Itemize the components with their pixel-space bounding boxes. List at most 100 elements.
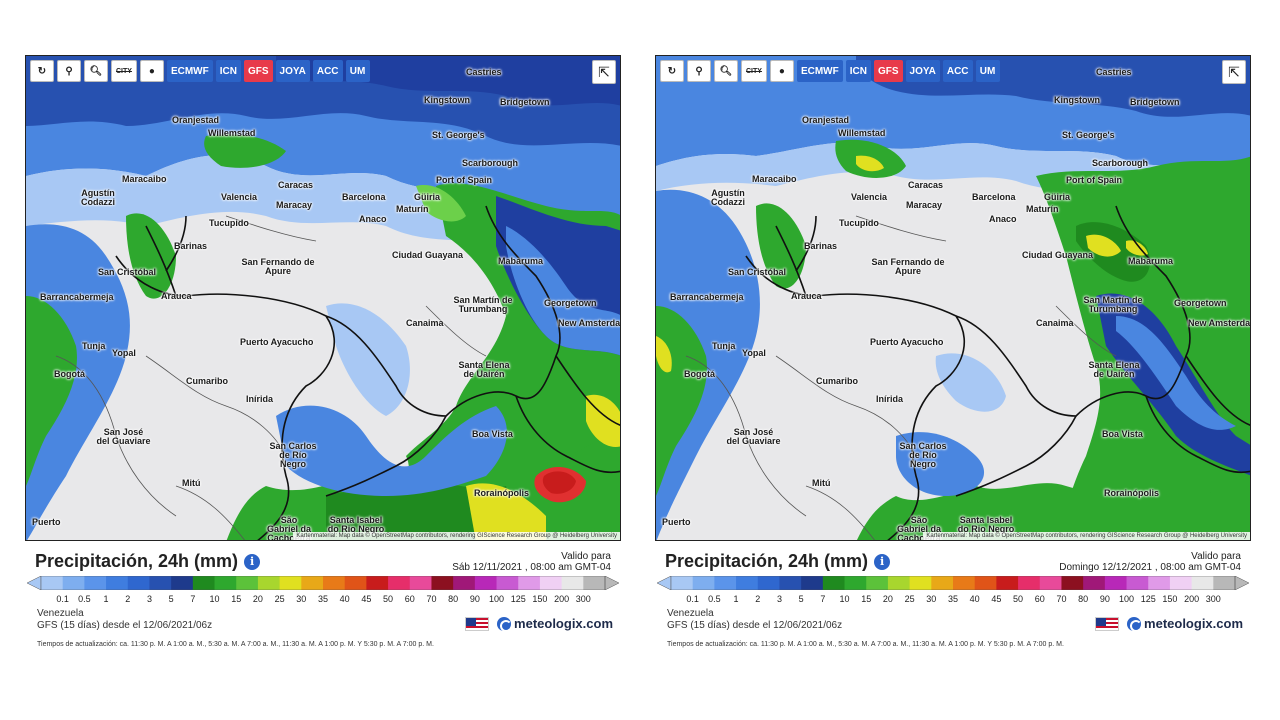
legend-swatch [192, 576, 216, 590]
region-label: Venezuela [667, 608, 714, 619]
info-icon[interactable]: i [244, 553, 261, 570]
us-flag-icon[interactable] [1095, 616, 1120, 631]
city-label: Inírida [246, 394, 274, 404]
precipitation-map[interactable] [656, 56, 1251, 541]
city-label: Scarborough [462, 158, 519, 168]
city-label: Canaima [406, 318, 444, 328]
model-icn-button[interactable]: ICN [845, 60, 871, 82]
legend-swatch [257, 576, 281, 590]
model-ecmwf-button[interactable]: ECMWF [796, 60, 843, 82]
city-label: Bogotá [684, 369, 715, 379]
meteologix-logo[interactable]: meteologix.com [497, 616, 613, 632]
city-label: Maracaibo [122, 174, 167, 184]
city-label: Tucupido [209, 218, 249, 228]
legend-tick-label: 200 [1184, 594, 1200, 604]
pin-icon[interactable]: ⚲ [57, 60, 81, 82]
dot-icon[interactable]: ● [139, 60, 164, 82]
meteologix-logo[interactable]: meteologix.com [1127, 616, 1243, 632]
region-label: Venezuela [37, 608, 84, 619]
brand[interactable]: meteologix.com [1095, 616, 1243, 632]
legend-arrow-left [26, 576, 42, 590]
map-frame[interactable]: ↻ ⚲ 🔍︎ CITY ● ECMWF ICN GFS JOYA ACC UM … [25, 55, 621, 541]
city-label: São Gabriel da Cachoeira [896, 515, 941, 541]
legend-tick-label: 45 [991, 594, 1002, 604]
legend-tick-label: 30 [926, 594, 937, 604]
city-label: Port of Spain [1066, 175, 1122, 185]
legend-tick-label: 2 [755, 594, 761, 604]
legend-swatch [1018, 576, 1041, 590]
refresh-icon[interactable]: ↻ [660, 60, 684, 82]
legend-tick-label: 20 [882, 594, 893, 604]
city-label: Maracay [276, 200, 313, 210]
zoom-icon[interactable]: 🔍︎ [84, 60, 108, 82]
model-um-button[interactable]: UM [975, 60, 1000, 82]
pin-icon[interactable]: ⚲ [687, 60, 711, 82]
city-label: Ciudad Guayana [392, 250, 464, 260]
model-joya-button[interactable]: JOYA [275, 60, 310, 82]
legend-tick-label: 10 [839, 594, 850, 604]
model-um-button[interactable]: UM [345, 60, 370, 82]
map-attribution: Kartenmaterial: Map data © OpenStreetMap… [923, 532, 1250, 540]
legend-swatch [1191, 576, 1214, 590]
panel-right: ↻ ⚲ 🔍︎ CITY ● ECMWF ICN GFS JOYA ACC UM … [655, 55, 1251, 666]
refresh-icon[interactable]: ↻ [30, 60, 54, 82]
city-toggle-button[interactable]: CITY [111, 60, 137, 82]
city-label: Port of Spain [436, 175, 492, 185]
city-toggle-button[interactable]: CITY [741, 60, 767, 82]
share-icon[interactable]: ⇱ [1222, 60, 1246, 84]
model-gfs-button[interactable]: GFS [243, 60, 273, 82]
legend-arrow-right [1234, 576, 1250, 590]
legend-swatch [1061, 576, 1084, 590]
legend-swatch [388, 576, 411, 590]
legend-swatch [714, 576, 737, 590]
city-label: Güiria [414, 192, 441, 202]
model-gfs-button[interactable]: GFS [873, 60, 903, 82]
city-label: Tunja [712, 341, 736, 351]
city-label: Tucupido [839, 218, 879, 228]
city-label: Yopal [112, 348, 136, 358]
legend-tick-label: 25 [274, 594, 285, 604]
model-ecmwf-button[interactable]: ECMWF [166, 60, 213, 82]
city-label: Agustín Codazzi [710, 188, 745, 207]
city-label: San Cristóbal [728, 267, 787, 277]
city-label: San Fernando de Apure [871, 257, 945, 276]
city-label: Maturín [1026, 204, 1059, 214]
legend-arrow-left [656, 576, 672, 590]
city-label: Tunja [82, 341, 106, 351]
model-acc-button[interactable]: ACC [312, 60, 343, 82]
share-icon[interactable]: ⇱ [592, 60, 616, 84]
map-title: Precipitación, 24h (mm) [35, 551, 239, 571]
valid-time: Valido para Sáb 12/11/2021 , 08:00 am GM… [452, 551, 611, 573]
map-frame[interactable]: ↻ ⚲ 🔍︎ CITY ● ECMWF ICN GFS JOYA ACC UM … [655, 55, 1251, 541]
brand[interactable]: meteologix.com [465, 616, 613, 632]
legend-tick-label: 100 [1119, 594, 1135, 604]
legend-swatch [518, 576, 541, 590]
legend-swatch [1083, 576, 1106, 590]
legend-footer: Precipitación, 24h (mm) i Valido para Sá… [25, 541, 621, 666]
legend-tick-label: 150 [1162, 594, 1178, 604]
legend-swatch [1169, 576, 1193, 590]
precipitation-map[interactable] [26, 56, 621, 541]
legend-swatch [561, 576, 584, 590]
map-toolbar: ↻ ⚲ 🔍︎ CITY ● ECMWF ICN GFS JOYA ACC UM [660, 60, 1000, 82]
model-acc-button[interactable]: ACC [942, 60, 973, 82]
legend-swatch [236, 576, 259, 590]
model-joya-button[interactable]: JOYA [905, 60, 940, 82]
legend-tick-label: 3 [146, 594, 152, 604]
legend-tick-label: 10 [209, 594, 220, 604]
model-icn-button[interactable]: ICN [215, 60, 241, 82]
us-flag-icon[interactable] [465, 616, 490, 631]
city-label: Puerto [662, 517, 691, 527]
city-label: Caracas [278, 180, 314, 190]
legend-tick-label: 35 [947, 594, 959, 604]
city-label: Mabaruma [498, 256, 544, 266]
dot-icon[interactable]: ● [769, 60, 794, 82]
legend-tick-label: 2 [125, 594, 131, 604]
legend-tick-label: 60 [404, 594, 415, 604]
info-icon[interactable]: i [874, 553, 891, 570]
legend-swatch [909, 576, 932, 590]
model-run-label: GFS (15 días) desde el 12/06/2021/06z [37, 620, 213, 631]
legend-swatch [931, 576, 954, 590]
legend-swatch [214, 576, 237, 590]
zoom-icon[interactable]: 🔍︎ [714, 60, 738, 82]
